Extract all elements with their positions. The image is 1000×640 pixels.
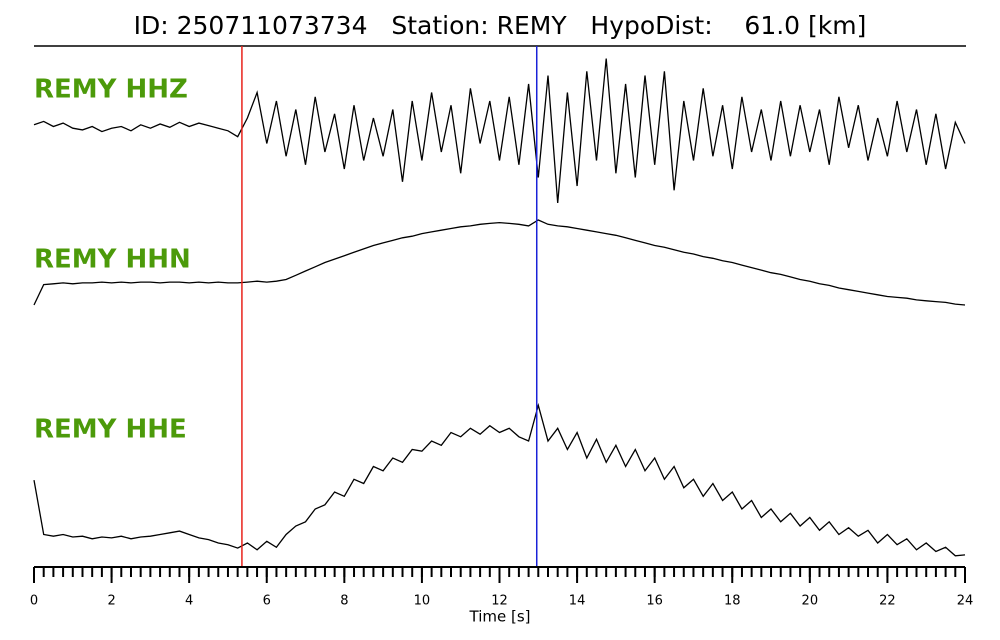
x-tick-label: 12	[491, 594, 508, 609]
x-tick-label: 4	[185, 594, 193, 609]
trace-label: REMY HHZ	[34, 75, 188, 105]
x-tick-label: 22	[879, 594, 896, 609]
x-tick-label: 2	[107, 594, 115, 609]
waveform	[33, 219, 966, 306]
trace-label: REMY HHE	[34, 415, 187, 445]
x-axis-label: Time [s]	[469, 608, 531, 626]
x-tick-label: 20	[802, 594, 819, 609]
x-tick-label: 14	[569, 594, 586, 609]
x-tick-label: 8	[340, 594, 348, 609]
x-tick-label: 10	[414, 594, 431, 609]
x-tick-label: 16	[646, 594, 663, 609]
trace-label: REMY HHN	[34, 245, 191, 275]
waveform	[33, 58, 966, 204]
waveform	[33, 402, 966, 557]
x-tick-label: 24	[957, 594, 974, 609]
chart-title: ID: 250711073734 Station: REMY HypoDist:…	[134, 11, 867, 40]
x-tick-label: 18	[724, 594, 741, 609]
x-tick-label: 6	[263, 594, 271, 609]
x-tick-label: 0	[30, 594, 38, 609]
